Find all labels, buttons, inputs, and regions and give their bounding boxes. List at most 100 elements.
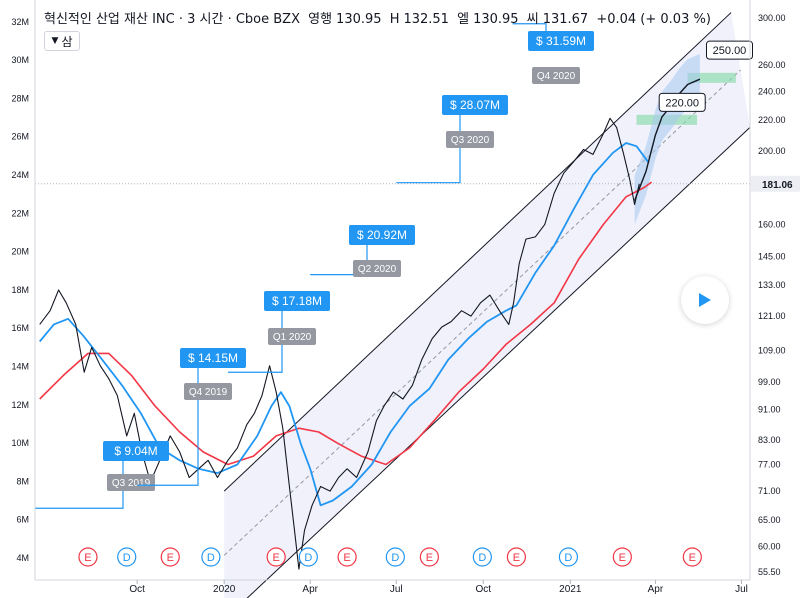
ma-fast-line[interactable] [39, 142, 650, 507]
revenue-callout-box[interactable] [180, 348, 246, 368]
play-button[interactable] [681, 276, 729, 324]
quarter-tag-label: Q3 2019 [112, 478, 151, 489]
quarter-tag-label: Q4 2019 [189, 387, 228, 398]
channel-lower-line[interactable] [224, 127, 751, 598]
earnings-marker-label: E [84, 552, 91, 564]
revenue-callout-box[interactable] [442, 95, 508, 115]
collapse-label: 삼 [61, 34, 73, 49]
channel-upper-line[interactable] [223, 12, 732, 492]
right-axis-tick: 200.00 [758, 146, 786, 156]
dividend-marker-label: D [564, 552, 572, 564]
right-axis-tick: 65.00 [758, 515, 781, 525]
right-axis-tick: 300.00 [758, 13, 786, 23]
left-axis-tick: 8M [16, 476, 29, 486]
close-label: 씨 [526, 12, 539, 27]
x-axis-tick-label: Jul [735, 584, 748, 595]
revenue-callout-value: $ 31.59M [536, 34, 586, 48]
right-axis-tick: 55.50 [758, 567, 781, 577]
earnings-marker-label: E [167, 552, 174, 564]
x-axis-tick-label: Oct [476, 584, 492, 595]
last-price-tag [751, 175, 800, 192]
right-axis-tick: 91.00 [758, 405, 781, 415]
x-axis-tick-label: Jul [390, 584, 403, 595]
callout-connector [137, 367, 199, 486]
x-axis-tick-label: 2021 [559, 584, 582, 595]
target-zone-250.00 [687, 72, 736, 83]
dividend-marker[interactable] [117, 547, 137, 567]
open-value: 130.95 [336, 12, 382, 27]
revenue-callout-box[interactable] [349, 225, 415, 245]
earnings-marker[interactable] [337, 547, 357, 567]
revenue-callout-value: $ 17.18M [272, 294, 322, 308]
symbol-header: 혁신적인 산업 재산 INC · 3 시간 · Cboe BZX 영행 130.9… [44, 8, 715, 27]
dividend-marker[interactable] [472, 547, 492, 567]
collapse-indicators-button[interactable]: ▼ 삼 [44, 31, 80, 51]
left-axis-tick: 32M [11, 17, 29, 27]
last-price-label: 181.06 [762, 180, 793, 191]
quarter-tag-label: Q1 2020 [273, 332, 312, 343]
earnings-marker[interactable] [78, 547, 98, 567]
play-icon [699, 293, 711, 307]
earnings-marker[interactable] [160, 547, 180, 567]
earnings-marker-label: E [426, 552, 433, 564]
dividend-marker-label: D [478, 552, 486, 564]
plot-area [35, 0, 750, 580]
revenue-callout-box[interactable] [528, 31, 594, 51]
quarter-tag-box [268, 328, 316, 345]
change-value: +0.04 (+ 0.03 %) [596, 12, 711, 27]
revenue-callout-value: $ 14.15M [188, 351, 238, 365]
earnings-marker[interactable] [419, 547, 439, 567]
earnings-marker[interactable] [682, 547, 702, 567]
left-axis-tick: 30M [11, 55, 29, 65]
x-axis-tick-label: Apr [648, 584, 664, 595]
right-axis-tick: 60.00 [758, 541, 781, 551]
left-axis-tick: 22M [11, 208, 29, 218]
revenue-callout-value: $ 28.07M [450, 98, 500, 112]
low-label: 엘 [457, 12, 470, 27]
left-axis-tick: 12M [11, 400, 29, 410]
left-axis-tick: 28M [11, 93, 29, 103]
earnings-marker[interactable] [266, 547, 286, 567]
x-axis-tick-label: Oct [129, 584, 145, 595]
revenue-callout-value: $ 20.92M [357, 228, 407, 242]
right-axis-tick: 220.00 [758, 115, 786, 125]
left-axis-tick: 24M [11, 170, 29, 180]
left-axis-tick: 10M [11, 438, 29, 448]
dividend-marker[interactable] [298, 547, 318, 567]
right-axis-tick: 240.00 [758, 86, 786, 96]
left-axis-tick: 20M [11, 247, 29, 257]
x-axis-tick-label: Apr [302, 584, 318, 595]
left-axis-tick: 26M [11, 132, 29, 142]
quarter-tag-label: Q3 2020 [451, 135, 490, 146]
quarter-tag-box [532, 67, 580, 84]
high-label: H [389, 12, 400, 27]
target-label-box-250.00[interactable] [705, 40, 753, 60]
close-value: 131.67 [542, 12, 589, 27]
right-axis-tick: 99.00 [758, 377, 781, 387]
quarter-tag-box [107, 474, 155, 491]
quarter-tag-box [353, 260, 401, 277]
revenue-callout-box[interactable] [264, 291, 330, 311]
dividend-marker-label: D [207, 552, 215, 564]
revenue-callout-box[interactable] [103, 441, 169, 461]
earnings-marker-label: E [619, 552, 626, 564]
revenue-callout-value: $ 9.04M [114, 444, 157, 458]
target-label-250.00: 250.00 [713, 45, 747, 57]
earnings-marker[interactable] [612, 547, 632, 567]
quarter-tag-label: Q4 2020 [537, 71, 576, 82]
earnings-marker-label: E [513, 552, 520, 564]
dividend-marker[interactable] [385, 547, 405, 567]
symbol-title: 혁신적인 산업 재산 INC · 3 시간 · Cboe BZX [44, 12, 300, 27]
earnings-marker[interactable] [506, 547, 526, 567]
target-label-box-220.00[interactable] [658, 92, 706, 112]
dividend-marker[interactable] [558, 547, 579, 567]
chevron-down-icon: ▼ [51, 36, 59, 46]
earnings-marker-label: E [343, 552, 350, 564]
ma-slow-line[interactable] [39, 181, 653, 466]
dividend-marker[interactable] [201, 547, 221, 567]
right-axis-tick: 77.00 [758, 460, 781, 470]
high-value: 132.51 [403, 12, 449, 27]
earnings-marker-label: E [272, 552, 279, 564]
